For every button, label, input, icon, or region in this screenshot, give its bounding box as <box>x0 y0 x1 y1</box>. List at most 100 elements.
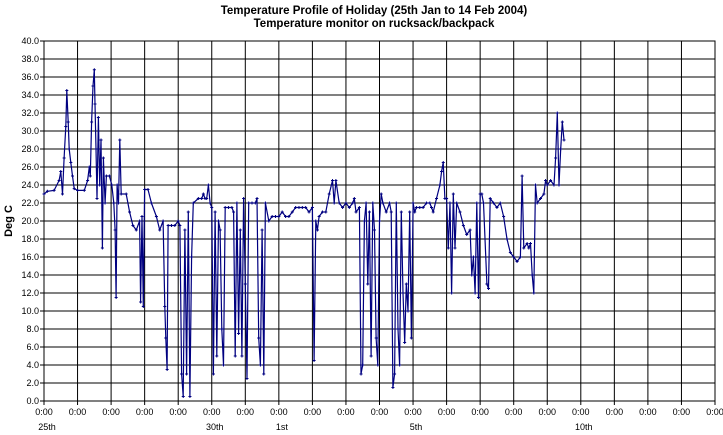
data-point <box>71 174 75 178</box>
data-point <box>205 197 209 200</box>
data-point <box>164 336 168 340</box>
data-point <box>91 84 95 88</box>
data-point <box>59 170 63 173</box>
data-point <box>414 206 418 209</box>
data-point <box>115 183 119 187</box>
data-point <box>247 201 251 205</box>
data-point <box>169 224 173 227</box>
data-point <box>107 174 111 178</box>
y-tick-label: 38.0 <box>21 54 39 64</box>
data-point <box>62 156 66 160</box>
data-point <box>401 291 405 295</box>
data-point <box>488 197 492 200</box>
data-point <box>487 287 491 290</box>
data-point <box>440 170 444 173</box>
y-tick-label: 0.0 <box>26 396 39 406</box>
data-point <box>196 197 200 200</box>
y-tick-label: 40.0 <box>21 36 39 46</box>
data-point <box>347 206 351 209</box>
y-axis-label: Deg C <box>3 205 15 237</box>
date-label: 1st <box>276 422 289 432</box>
data-point <box>60 192 64 196</box>
data-point <box>431 210 435 214</box>
data-point <box>544 179 548 182</box>
y-tick-label: 12.0 <box>21 288 39 298</box>
data-point <box>359 372 363 376</box>
data-point <box>95 197 99 200</box>
data-point <box>530 273 534 277</box>
data-point <box>545 183 549 187</box>
y-tick-label: 26.0 <box>21 162 39 172</box>
data-point <box>371 201 375 205</box>
data-point <box>448 201 452 205</box>
data-point <box>317 215 321 218</box>
data-point <box>505 237 509 241</box>
y-tick-label: 28.0 <box>21 144 39 154</box>
data-point <box>57 179 61 182</box>
data-point <box>139 300 143 304</box>
x-tick-label: 0:00 <box>203 407 221 417</box>
data-point <box>435 197 439 200</box>
y-tick-label: 4.0 <box>26 360 39 370</box>
data-point <box>315 228 319 232</box>
data-point <box>522 246 526 250</box>
data-point <box>404 282 408 286</box>
data-point <box>406 309 410 313</box>
data-point <box>42 192 46 196</box>
y-tick-label: 32.0 <box>21 108 39 118</box>
data-point <box>141 305 145 308</box>
data-point <box>297 206 301 209</box>
x-tick-label: 0:00 <box>136 407 154 417</box>
data-point <box>93 102 97 106</box>
data-point <box>482 201 486 205</box>
data-point <box>215 354 219 358</box>
data-point <box>65 89 69 92</box>
data-point <box>280 210 284 214</box>
data-point <box>394 201 398 205</box>
data-point <box>166 224 170 227</box>
data-point <box>527 246 531 250</box>
data-point <box>374 336 378 340</box>
data-point <box>498 201 502 205</box>
data-point <box>379 192 383 196</box>
data-point <box>161 219 165 223</box>
data-point <box>421 206 425 209</box>
data-point <box>445 197 449 200</box>
data-point <box>243 282 247 286</box>
data-point <box>96 116 100 119</box>
data-point <box>76 188 80 192</box>
series-group <box>42 68 566 398</box>
data-point <box>98 183 102 187</box>
data-point <box>476 296 480 299</box>
date-label: 5th <box>410 422 423 432</box>
y-tick-label: 6.0 <box>26 342 39 352</box>
y-tick-label: 30.0 <box>21 126 39 136</box>
data-point <box>331 179 335 182</box>
data-point <box>262 372 266 376</box>
data-point <box>384 210 388 214</box>
data-point <box>267 219 271 223</box>
data-point <box>381 201 385 205</box>
data-point <box>149 201 153 205</box>
data-point <box>324 210 328 214</box>
data-point <box>86 179 90 182</box>
data-point <box>391 386 395 389</box>
data-point <box>134 228 138 232</box>
y-tick-label: 22.0 <box>21 198 39 208</box>
data-point <box>534 183 538 187</box>
data-point <box>218 228 222 232</box>
x-tick-label: 0:00 <box>471 407 489 417</box>
data-point <box>223 206 227 209</box>
data-point <box>154 215 158 218</box>
data-point <box>492 201 496 205</box>
data-point <box>372 228 376 232</box>
data-point <box>82 188 86 192</box>
data-point <box>158 228 162 232</box>
data-point <box>562 138 566 142</box>
x-tick-label: 0:00 <box>639 407 657 417</box>
x-tick-label: 0:00 <box>505 407 523 417</box>
data-point <box>210 206 214 209</box>
data-point <box>124 192 128 196</box>
data-point <box>101 156 105 160</box>
